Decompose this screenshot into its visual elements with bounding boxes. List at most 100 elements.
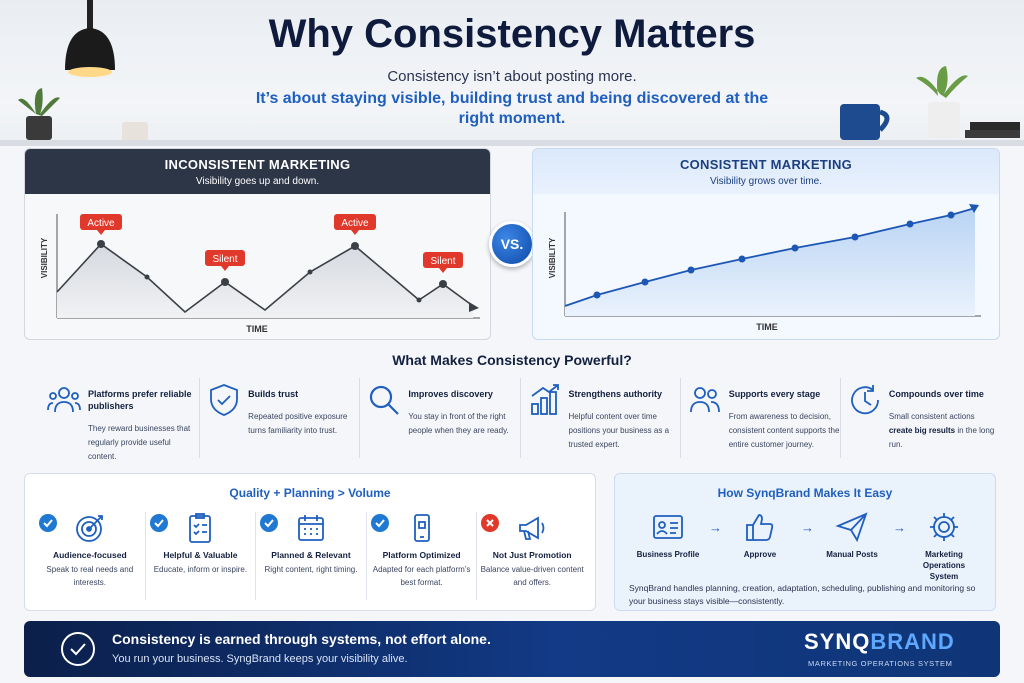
step-approve: Approve	[725, 510, 795, 560]
consistent-title: CONSISTENT MARKETING	[679, 157, 853, 172]
inconsistent-header: INCONSISTENT MARKETING Visibility goes u…	[25, 149, 490, 194]
profile-card-icon	[653, 515, 683, 539]
x-axis-label: TIME	[756, 322, 778, 332]
quality-item: Audience-focused Speak to real needs and…	[35, 512, 146, 600]
megaphone-icon	[519, 516, 545, 540]
inconsistent-line	[56, 242, 474, 314]
quality-items: Audience-focused Speak to real needs and…	[35, 512, 587, 600]
mobile-icon	[413, 514, 430, 542]
check-circle-icon	[61, 632, 95, 666]
quality-item-name: Platform Optimized	[382, 550, 461, 560]
footer-banner: Consistency is earned through systems, n…	[24, 621, 1000, 677]
check-circle-icon	[39, 514, 57, 532]
benefit-item: Builds trust Repeated positive exposure …	[200, 378, 361, 458]
calendar-icon	[298, 515, 324, 541]
inconsistent-subtitle: Visibility goes up and down.	[195, 176, 320, 187]
quality-item-desc: Educate, inform or inspire.	[153, 565, 248, 574]
vs-badge: VS.	[489, 221, 535, 267]
thumbs-up-icon	[746, 514, 774, 541]
quality-item-name: Helpful & Valuable	[163, 550, 238, 560]
page-title: Why Consistency Matters	[268, 12, 756, 56]
target-icon	[75, 515, 103, 542]
peak-point	[97, 240, 105, 248]
benefit-title: Supports every stage	[728, 389, 821, 399]
quality-item-desc: Right content, right timing.	[264, 565, 358, 574]
arrow-icon: →	[709, 520, 722, 535]
check-circle-icon	[260, 514, 279, 532]
benefit-item: Compounds over time Small consistent act…	[841, 378, 1000, 458]
logo-tagline: MARKETING OPERATIONS SYSTEM	[808, 659, 953, 668]
hero-tagline: It’s about staying visible, building tru…	[255, 90, 769, 127]
quality-item-desc: Balance value-driven content and offers.	[480, 565, 584, 587]
label-silent-1: Silent	[205, 250, 245, 271]
quality-item: Platform Optimized Adapted for each plat…	[367, 512, 478, 600]
benefit-desc: Helpful content over time positions your…	[568, 412, 670, 449]
synqbrand-box: How SynqBrand Makes It Easy Business Pro…	[614, 473, 996, 611]
quality-item-name: Planned & Relevant	[271, 550, 351, 560]
consistent-panel: CONSISTENT MARKETING Visibility grows ov…	[532, 148, 1000, 340]
consistent-chart: VISIBILITY TIME	[548, 204, 981, 332]
dip-point	[221, 278, 229, 286]
quality-box: Quality + Planning > Volume Audience-foc…	[24, 473, 596, 611]
consistent-header: CONSISTENT MARKETING Visibility grows ov…	[533, 149, 999, 194]
benefits-row: Platforms prefer reliable publishers The…	[40, 378, 1000, 461]
consistent-subtitle: Visibility grows over time.	[709, 176, 823, 187]
checklist-icon	[189, 513, 212, 543]
benefit-item: Improves discovery You stay in front of …	[360, 378, 521, 458]
benefit-title: Builds trust	[248, 389, 299, 399]
benefit-desc: They reward businesses that regularly pr…	[88, 424, 191, 461]
inconsistent-chart: Active Silent Active Silent VISIBILITY T…	[40, 214, 480, 334]
benefit-item: Supports every stage From awareness to d…	[681, 378, 841, 458]
benefit-title: Compounds over time	[888, 389, 984, 399]
synqbrand-logo: SYNQBRAND	[804, 629, 955, 654]
label-silent-2: Silent	[423, 252, 463, 273]
x-axis-label: TIME	[246, 324, 268, 334]
shelf-divider	[0, 140, 1024, 146]
arrow-icon: →	[893, 520, 906, 535]
benefit-desc: From awareness to decision, consistent c…	[728, 412, 840, 449]
step-business-profile: Business Profile	[633, 510, 703, 560]
quality-item: Helpful & Valuable Educate, inform or in…	[146, 512, 257, 600]
inconsistent-title: INCONSISTENT MARKETING	[164, 157, 351, 172]
users-icon	[47, 387, 81, 413]
plant-desk-icon	[840, 66, 1020, 140]
quality-item: Not Just Promotion Balance value-driven …	[477, 512, 587, 600]
bar-chart-icon	[530, 384, 559, 415]
quality-item-name: Audience-focused	[52, 550, 127, 560]
step-manual-posts: Manual Posts	[817, 510, 887, 560]
consistent-line	[564, 207, 976, 307]
quality-title: Quality + Planning > Volume	[229, 486, 391, 500]
benefit-title: Improves discovery	[408, 389, 493, 399]
plant-mug-icon	[18, 88, 148, 142]
hero-section: Why Consistency Matters Consistency isn’…	[0, 0, 1024, 146]
svg-text:Active: Active	[87, 218, 115, 229]
label-active-2: Active	[334, 214, 376, 235]
synqbrand-desc: SynqBrand handles planning, creation, ad…	[629, 583, 976, 606]
banner-subtext: You run your business. SyngBrand keeps y…	[112, 653, 408, 665]
check-circle-icon	[149, 514, 168, 532]
arrow-icon: →	[801, 520, 814, 535]
paper-plane-icon	[835, 512, 868, 543]
check-circle-icon	[370, 514, 389, 532]
step-marketing-operations-system: Marketing Operations System	[909, 510, 979, 582]
benefit-item: Platforms prefer reliable publishers The…	[40, 378, 201, 461]
banner-headline: Consistency is earned through systems, n…	[112, 631, 491, 647]
hero-subtitle: Consistency isn’t about posting more.	[387, 68, 637, 85]
clock-icon	[850, 385, 879, 415]
benefit-desc: Repeated positive exposure turns familia…	[248, 412, 348, 435]
peak-point	[351, 242, 359, 250]
quality-item-desc: Speak to real needs and interests.	[46, 565, 134, 587]
svg-text:Silent: Silent	[212, 254, 237, 265]
svg-text:Active: Active	[341, 218, 369, 229]
workflow-steps: Business Profile → Approve → Manual Post…	[633, 510, 979, 582]
quality-item-name: Not Just Promotion	[492, 550, 572, 560]
label-active-1: Active	[80, 214, 122, 235]
people-icon	[689, 387, 720, 413]
benefit-desc: Small consistent actions create big resu…	[888, 412, 995, 449]
benefit-title: Platforms prefer reliable publishers	[88, 389, 192, 411]
quality-item-desc: Adapted for each platform’s best format.	[372, 565, 471, 587]
inconsistent-panel: INCONSISTENT MARKETING Visibility goes u…	[24, 148, 491, 340]
lamp-icon	[65, 0, 115, 77]
gear-icon	[930, 513, 958, 541]
y-axis-label: VISIBILITY	[548, 237, 557, 278]
